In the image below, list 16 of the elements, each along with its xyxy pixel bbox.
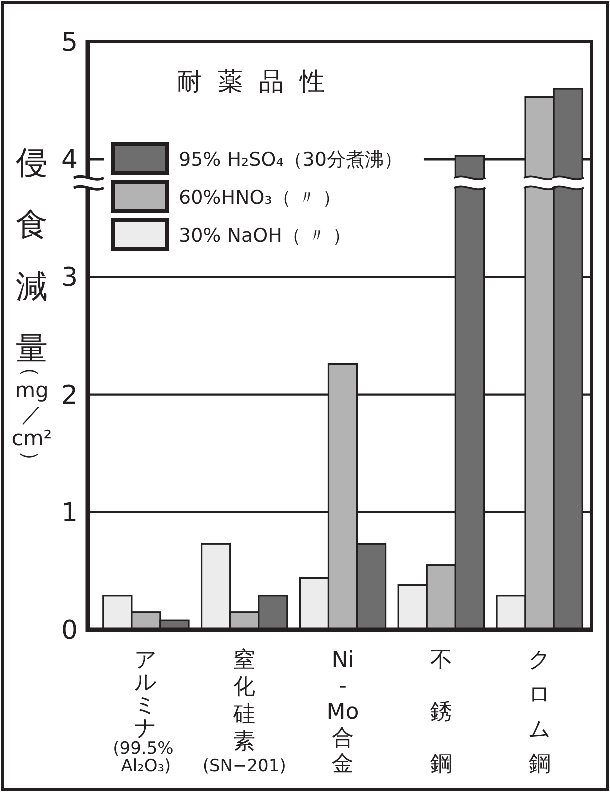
legend-label: 95% H₂SO₄（30分煮沸） [179, 149, 403, 171]
y-tick-label: 4 [61, 146, 78, 176]
y-tick-label: 3 [61, 263, 78, 294]
x-tick-label: クロム鋼 [528, 648, 552, 777]
y-tick-label: 2 [61, 380, 78, 411]
y-tick-label: 5 [61, 28, 78, 58]
x-tick-label: 窒化硅素(SN−201) [202, 648, 286, 777]
x-tick-label: アルミナ(99.5% Al₂O₃) [113, 648, 174, 777]
y-tick-label: 0 [61, 616, 78, 646]
legend-label: 30% NaOH（ 〃 ） [179, 225, 352, 247]
legend-label: 60%HNO₃（ 〃 ） [179, 187, 342, 209]
y-tick-label: 1 [61, 498, 78, 528]
title: 耐薬品性 [177, 67, 341, 96]
x-tick-label: 不銹鋼 [430, 648, 452, 777]
ylabel: 侵食減量（mg／cm²） [12, 144, 52, 472]
x-tick-label: Ni-Mo合金 [326, 648, 360, 777]
